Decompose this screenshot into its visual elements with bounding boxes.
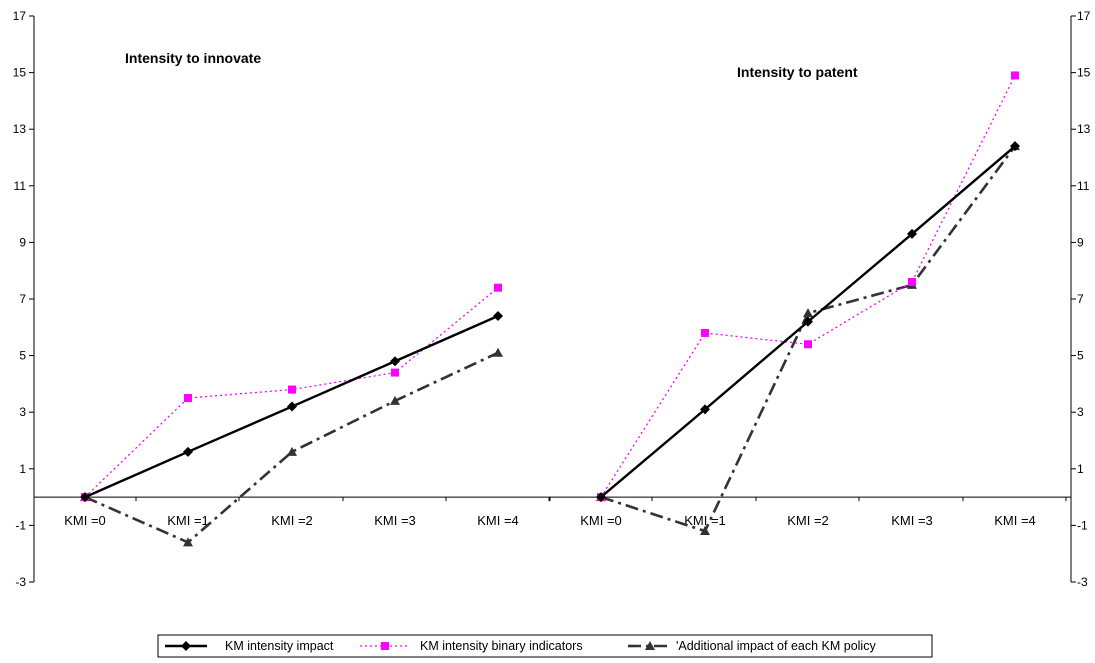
y-tick-label-right: 1 xyxy=(1077,462,1084,476)
y-tick-label-right: -3 xyxy=(1077,575,1088,589)
y-tick-label-right: 17 xyxy=(1077,9,1091,23)
data-point-diamond xyxy=(596,492,606,503)
x-tick-label: KMI =0 xyxy=(64,513,106,528)
data-point-square xyxy=(908,278,916,287)
x-tick-label: KMI =4 xyxy=(477,513,519,528)
legend-marker-triangle xyxy=(645,641,655,650)
x-tick-label: KMI =1 xyxy=(167,513,209,528)
y-tick-label-left: -3 xyxy=(15,575,26,589)
y-tick-label-left: 3 xyxy=(19,405,26,419)
data-point-triangle xyxy=(287,446,297,456)
data-point-diamond xyxy=(287,401,297,412)
data-point-square xyxy=(184,394,192,403)
y-tick-label-right: 7 xyxy=(1077,292,1084,306)
x-tick-label: KMI =2 xyxy=(787,513,829,528)
y-tick-label-left: 17 xyxy=(13,9,27,23)
series-line xyxy=(600,75,1016,498)
x-tick-label: KMI =4 xyxy=(994,513,1036,528)
x-tick-label: KMI =3 xyxy=(891,513,933,528)
data-point-triangle xyxy=(700,526,710,536)
legend-label: KM intensity impact xyxy=(225,639,334,653)
data-point-diamond xyxy=(700,404,710,415)
data-point-triangle xyxy=(493,347,503,357)
data-point-diamond xyxy=(493,310,503,321)
data-point-square xyxy=(804,340,812,349)
y-tick-label-left: 15 xyxy=(13,66,27,80)
y-tick-label-right: 13 xyxy=(1077,122,1091,136)
y-tick-label-left: 7 xyxy=(19,292,26,306)
legend-marker-square xyxy=(381,642,389,650)
x-tick-label: KMI =0 xyxy=(580,513,622,528)
y-tick-label-left: 5 xyxy=(19,349,26,363)
legend-label: 'Additional impact of each KM policy xyxy=(676,639,876,653)
series-line xyxy=(84,287,499,498)
data-point-triangle xyxy=(390,395,400,405)
panel-title: Intensity to innovate xyxy=(125,50,261,66)
y-tick-label-right: 3 xyxy=(1077,405,1084,419)
y-tick-label-left: -1 xyxy=(15,518,26,532)
data-point-diamond xyxy=(183,446,193,457)
x-tick-label: KMI =2 xyxy=(271,513,313,528)
data-point-square xyxy=(288,385,296,394)
y-tick-label-right: 15 xyxy=(1077,66,1091,80)
x-tick-label: KMI =3 xyxy=(374,513,416,528)
y-tick-label-right: 5 xyxy=(1077,349,1084,363)
legend-box xyxy=(157,634,933,658)
data-point-diamond xyxy=(390,356,400,367)
data-point-square xyxy=(391,368,399,377)
data-point-triangle xyxy=(183,537,193,547)
legend-marker-diamond xyxy=(181,641,191,651)
data-point-diamond xyxy=(907,228,917,239)
y-tick-label-right: 9 xyxy=(1077,235,1084,249)
y-tick-label-left: 9 xyxy=(19,235,26,249)
data-point-square xyxy=(701,328,709,337)
panel-title: Intensity to patent xyxy=(737,64,858,80)
data-point-square xyxy=(494,283,502,292)
y-tick-label-left: 1 xyxy=(19,462,26,476)
y-tick-label-left: 13 xyxy=(13,122,27,136)
data-point-triangle xyxy=(803,308,813,318)
data-point-square xyxy=(1011,71,1019,80)
series-line xyxy=(600,145,1017,533)
data-point-diamond xyxy=(803,316,813,327)
y-tick-label-right: -1 xyxy=(1077,518,1088,532)
data-point-diamond xyxy=(1010,141,1020,152)
x-tick-label: KMI =1 xyxy=(684,513,726,528)
y-tick-label-right: 11 xyxy=(1077,179,1090,193)
legend-label: KM intensity binary indicators xyxy=(420,639,583,653)
data-point-diamond xyxy=(80,492,90,503)
y-tick-label-left: 11 xyxy=(14,179,27,193)
